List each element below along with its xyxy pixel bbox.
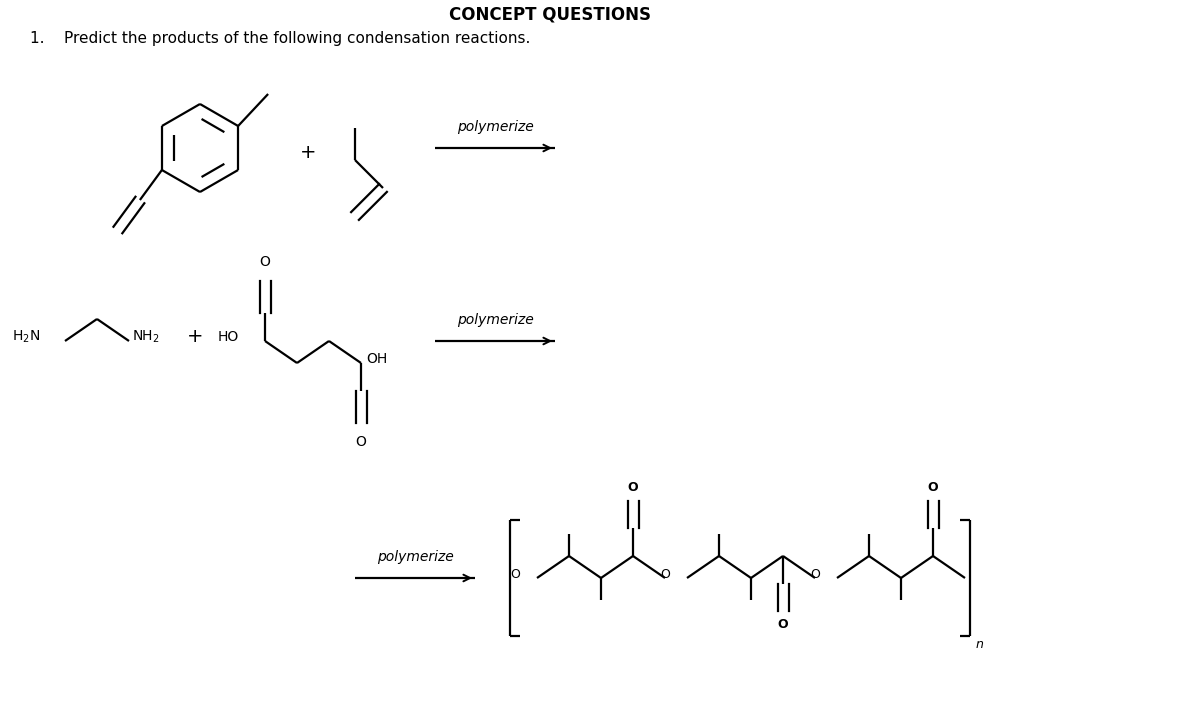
- Text: O: O: [628, 481, 638, 494]
- Text: O: O: [355, 435, 366, 449]
- Text: O: O: [259, 255, 270, 269]
- Text: O: O: [928, 481, 938, 494]
- Text: polymerize: polymerize: [377, 550, 454, 564]
- Text: +: +: [300, 143, 317, 163]
- Text: NH$_2$: NH$_2$: [132, 329, 160, 345]
- Text: O: O: [660, 568, 670, 580]
- Text: O: O: [810, 568, 820, 580]
- Text: O: O: [778, 618, 788, 631]
- Text: n: n: [976, 638, 984, 651]
- Text: polymerize: polymerize: [457, 120, 533, 134]
- Text: H$_2$N: H$_2$N: [12, 329, 40, 345]
- Text: HO: HO: [218, 330, 239, 344]
- Text: 1.    Predict the products of the following condensation reactions.: 1. Predict the products of the following…: [30, 31, 530, 46]
- Text: +: +: [187, 327, 203, 347]
- Text: OH: OH: [366, 352, 388, 366]
- Text: polymerize: polymerize: [457, 313, 533, 327]
- Text: CONCEPT QUESTIONS: CONCEPT QUESTIONS: [449, 5, 650, 23]
- Text: O: O: [510, 568, 520, 580]
